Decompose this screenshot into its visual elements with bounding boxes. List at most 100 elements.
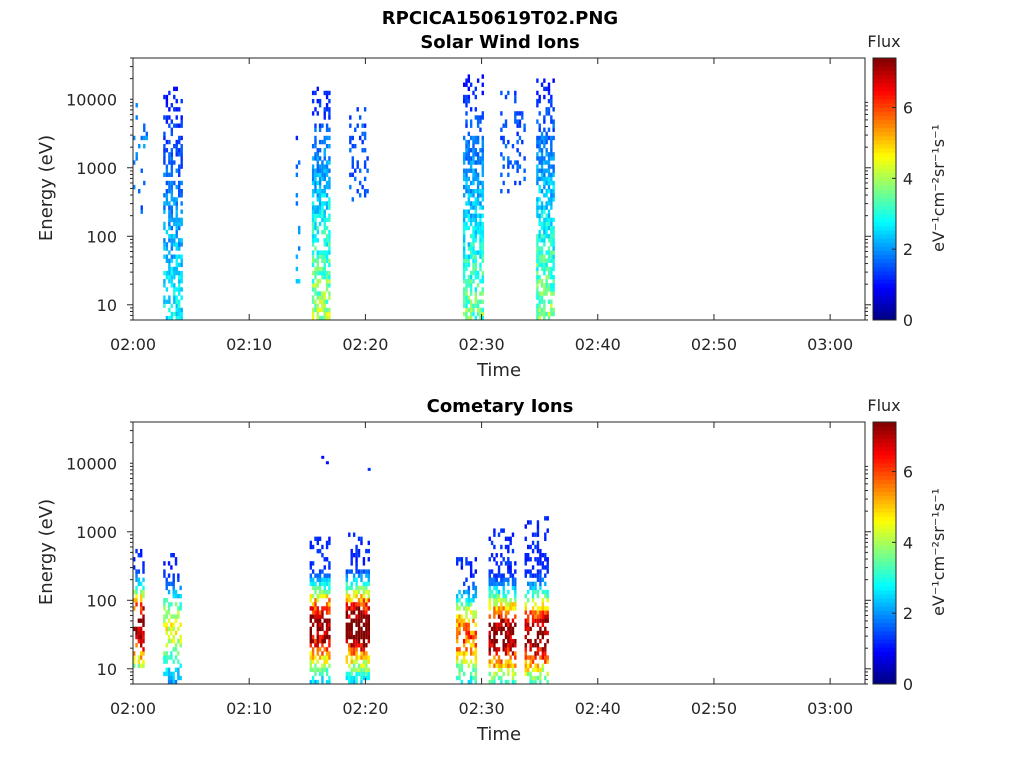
flux-cell [133, 135, 136, 141]
flux-cell [163, 205, 166, 210]
flux-cell [163, 152, 166, 157]
flux-cell [545, 287, 548, 292]
flux-cell [456, 675, 459, 681]
flux-cell [175, 262, 178, 268]
flux-cell [481, 74, 484, 79]
flux-cell [360, 610, 363, 615]
flux-cell [543, 176, 546, 182]
flux-cell [170, 622, 173, 627]
flux-cell [547, 135, 551, 141]
flux-cell [550, 152, 553, 157]
flux-cell [462, 311, 466, 317]
flux-cell [536, 520, 540, 525]
flux-cell [316, 638, 319, 644]
flux-cell [135, 634, 138, 640]
flux-cell [328, 626, 331, 632]
flux-cell [474, 679, 477, 685]
flux-cell [323, 634, 326, 640]
flux-cell [474, 557, 477, 562]
flux-cell [325, 164, 329, 169]
flux-cell [325, 234, 329, 239]
flux-cell [465, 98, 468, 104]
flux-cell [481, 270, 484, 276]
flux-cell [314, 180, 317, 186]
flux-cell [469, 193, 473, 198]
flux-cell [456, 614, 459, 619]
flux-cell [531, 622, 535, 627]
flux-cell [180, 164, 183, 169]
flux-cell [534, 573, 537, 578]
flux-cell [295, 172, 299, 178]
flux-cell [472, 189, 475, 194]
flux-cell [514, 581, 517, 587]
flux-cell [173, 254, 176, 259]
flux-cell [328, 127, 331, 132]
colorbar-tick-label: 6 [903, 99, 913, 118]
flux-cell [356, 164, 359, 169]
flux-cell [490, 540, 494, 546]
flux-cell [545, 274, 548, 280]
colorbar-swatch [873, 495, 896, 501]
flux-cell [481, 115, 484, 120]
flux-cell [472, 630, 475, 636]
flux-cell [311, 98, 315, 104]
flux-cell [311, 622, 315, 627]
flux-cell [362, 638, 366, 644]
flux-cell [170, 164, 174, 169]
flux-cell [167, 581, 171, 587]
flux-cell [493, 626, 496, 632]
flux-cell [323, 618, 326, 623]
flux-cell [500, 618, 503, 623]
flux-cell [474, 622, 477, 627]
flux-cell [356, 189, 359, 194]
flux-cell [511, 143, 515, 149]
flux-cell [350, 626, 353, 632]
flux-cell [495, 561, 498, 566]
flux-cell [328, 242, 331, 247]
flux-cell [552, 234, 555, 239]
flux-cell [355, 581, 358, 587]
flux-cell [538, 135, 541, 141]
flux-cell [545, 205, 548, 210]
flux-cell [481, 193, 484, 198]
flux-cell [536, 119, 539, 124]
flux-cell [481, 258, 484, 263]
flux-cell [507, 156, 510, 161]
flux-cell [547, 266, 551, 272]
flux-cell [541, 565, 545, 570]
flux-cell [165, 258, 169, 263]
flux-cell [316, 189, 319, 194]
colorbar-swatch [873, 667, 896, 673]
flux-cell [178, 107, 181, 112]
flux-cell [309, 565, 313, 570]
flux-cell [531, 573, 535, 578]
flux-cell [167, 610, 171, 615]
flux-cell [550, 205, 553, 210]
flux-cell [550, 254, 553, 259]
flux-cell [328, 655, 331, 660]
colorbar-tick-label: 0 [903, 311, 913, 330]
flux-cell [311, 655, 315, 660]
flux-cell [500, 614, 503, 619]
flux-cell [316, 598, 319, 603]
flux-cell [314, 221, 317, 227]
x-tick-label: 02:10 [226, 699, 272, 718]
flux-cell [529, 610, 532, 615]
flux-cell [547, 315, 551, 321]
flux-cell [546, 589, 549, 595]
flux-cell [500, 602, 503, 607]
flux-cell [323, 266, 326, 272]
flux-cell [139, 589, 143, 595]
spectrogram-plot [133, 58, 865, 321]
flux-cell [462, 168, 466, 173]
flux-cell [497, 589, 501, 595]
flux-cell [170, 283, 174, 288]
flux-cell [348, 532, 351, 537]
flux-cell [550, 172, 553, 178]
flux-cell [323, 295, 326, 300]
flux-cell [352, 593, 356, 599]
flux-cell [523, 176, 526, 182]
flux-cell [536, 524, 540, 529]
flux-cell [348, 606, 351, 611]
flux-cell [472, 258, 475, 263]
